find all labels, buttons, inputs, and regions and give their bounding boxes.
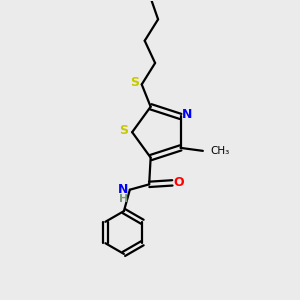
Text: H: H [119,194,128,204]
Text: N: N [182,108,192,121]
Text: S: S [130,76,139,88]
Text: CH₃: CH₃ [210,146,230,156]
Text: O: O [174,176,184,189]
Text: S: S [119,124,128,137]
Text: N: N [118,183,128,196]
